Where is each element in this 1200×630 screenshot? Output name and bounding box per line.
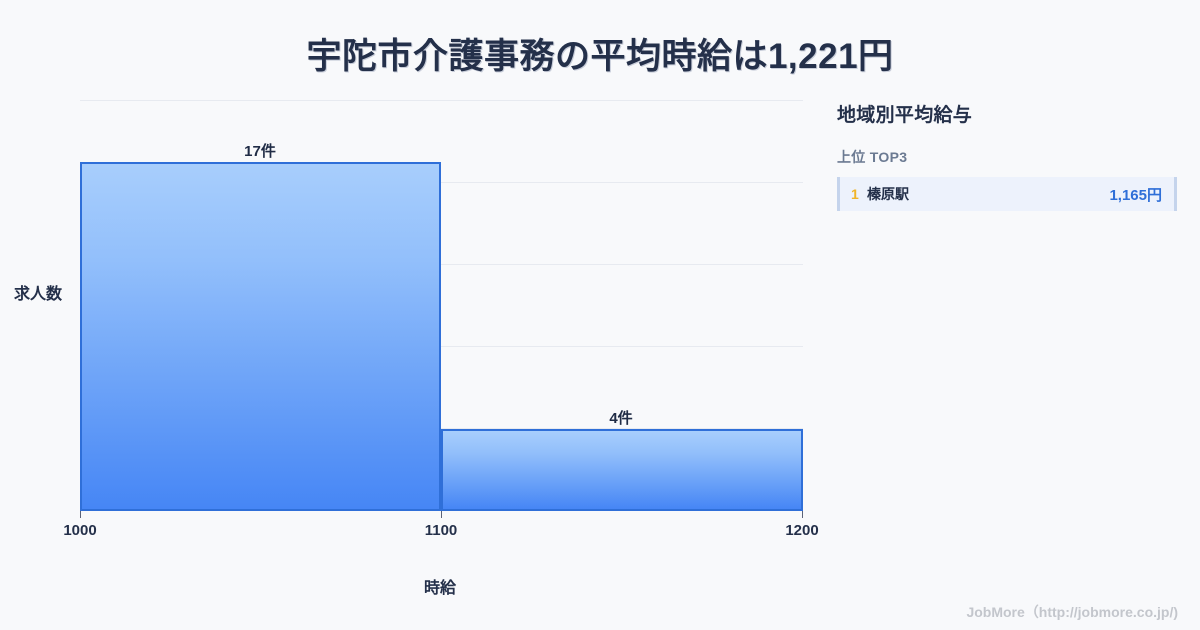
- x-tick-1100: [441, 511, 442, 518]
- rank-station-name: 榛原駅: [867, 186, 909, 202]
- bar-chart: 求人数 17件 4件 1000 1100 1200 時給: [14, 100, 819, 597]
- plot-area: [80, 100, 803, 511]
- watermark: JobMore（http://jobmore.co.jp/): [966, 604, 1178, 620]
- bar-1000[interactable]: [80, 162, 441, 511]
- sidebar-title: 地域別平均給与: [837, 105, 973, 126]
- gridline: [80, 182, 803, 183]
- x-tick-label-1200: 1200: [785, 522, 819, 539]
- rank-number: 1: [851, 186, 859, 202]
- bar-label-1000: 17件: [244, 143, 276, 160]
- regional-salary-panel: 地域別平均給与 上位 TOP3 1 榛原駅 1,165円: [837, 100, 1177, 211]
- x-tick-label-1000: 1000: [63, 522, 97, 539]
- x-axis-title: 時給: [423, 580, 456, 597]
- gridline: [80, 428, 803, 429]
- gridline: [80, 264, 803, 265]
- gridline: [80, 100, 803, 101]
- bar-label-1100: 4件: [609, 410, 633, 427]
- gridline: [80, 346, 803, 347]
- y-axis-title: 求人数: [14, 286, 63, 303]
- sidebar-subtitle: 上位 TOP3: [837, 149, 908, 165]
- x-tick-1200: [802, 511, 803, 518]
- rank-salary-value: 1,165円: [1109, 186, 1162, 204]
- bar-1100[interactable]: [441, 429, 803, 511]
- page-title: 宇陀市介護事務の平均時給は1,221円: [306, 37, 894, 76]
- x-tick-1000: [80, 511, 81, 518]
- x-tick-label-1100: 1100: [424, 522, 458, 539]
- rank-row[interactable]: 1 榛原駅 1,165円: [837, 177, 1177, 211]
